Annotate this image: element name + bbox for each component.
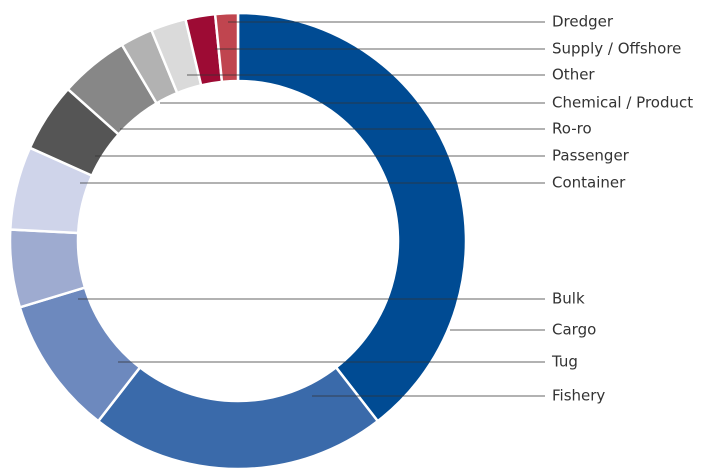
legend-label: Chemical / Product bbox=[552, 94, 693, 112]
legend-label: Passenger bbox=[552, 147, 630, 165]
legend-label: Ro-ro bbox=[552, 120, 592, 138]
legend-label: Other bbox=[552, 66, 595, 84]
donut-segment bbox=[96, 365, 380, 471]
donut-segment bbox=[236, 11, 468, 423]
donut-segment bbox=[213, 11, 240, 84]
legend-label: Tug bbox=[551, 353, 578, 371]
legend-label: Bulk bbox=[552, 290, 585, 308]
legend-label: Supply / Offshore bbox=[552, 40, 681, 58]
legend-label: Cargo bbox=[552, 321, 596, 339]
legend-label: Fishery bbox=[552, 387, 605, 405]
legend-label: Container bbox=[552, 174, 626, 192]
legend-label: Dredger bbox=[552, 13, 614, 31]
